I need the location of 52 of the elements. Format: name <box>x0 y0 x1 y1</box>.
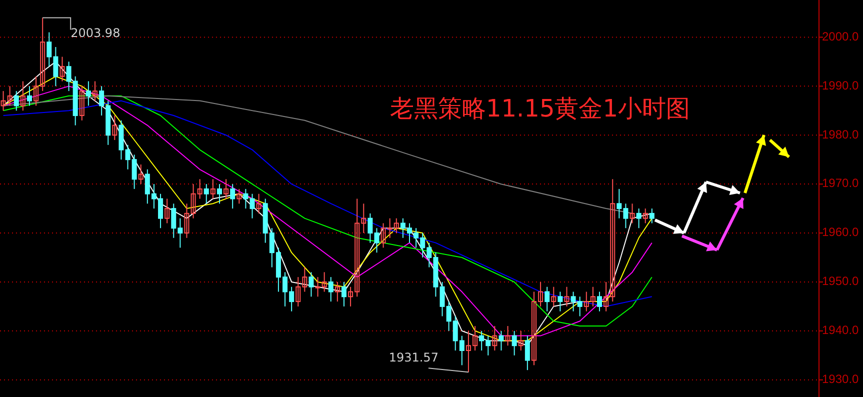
candlestick <box>204 184 209 204</box>
candlestick <box>649 208 654 224</box>
candlestick <box>505 326 510 346</box>
y-tick-label: 1930.0 <box>822 372 860 386</box>
candlestick <box>518 330 524 351</box>
candlestick <box>60 56 65 82</box>
y-tick-label: 1990.0 <box>822 78 860 92</box>
candlestick <box>164 198 170 224</box>
candlestick <box>243 188 248 210</box>
candlestick <box>558 291 563 312</box>
candlestick <box>636 208 642 229</box>
candlestick <box>92 80 98 102</box>
candlestick <box>630 203 635 224</box>
candlestick <box>14 90 19 112</box>
candlestick <box>256 193 262 214</box>
candlestick <box>79 86 84 121</box>
candlestick <box>492 326 498 351</box>
candlestick <box>250 193 255 219</box>
candlestick <box>184 203 190 238</box>
y-tick-label: 1940.0 <box>822 323 860 338</box>
y-tick-label: 1960.0 <box>822 225 860 240</box>
candlestick <box>524 335 530 371</box>
candlestick <box>210 178 216 200</box>
candlestick <box>341 281 346 307</box>
candlestick <box>551 286 556 307</box>
candlestick <box>224 178 229 200</box>
y-tick-label: 2000.0 <box>822 29 860 44</box>
candlestick <box>498 330 504 351</box>
candlestick <box>230 184 236 210</box>
candlestick <box>564 286 570 307</box>
candlestick <box>308 272 314 298</box>
y-tick-label: 1980.0 <box>822 127 860 142</box>
y-tick-label: 1950.0 <box>822 274 860 288</box>
candlestick <box>20 80 26 112</box>
candlestick <box>597 291 602 312</box>
candlestick <box>642 208 648 224</box>
candlestick <box>216 184 222 204</box>
candlestick <box>86 80 91 106</box>
candlestick <box>112 115 118 140</box>
y-tick-label: 1970.0 <box>822 176 860 190</box>
candlestick <box>236 188 242 204</box>
annotation: 2003.98 <box>42 17 120 40</box>
candlestick <box>138 164 144 185</box>
candlestick <box>544 286 550 312</box>
title: 老黑策略11.15黄金1小时图 <box>390 94 690 123</box>
candlestick <box>334 281 340 302</box>
annotation: 2003.98 <box>70 26 120 40</box>
candlestick <box>328 276 334 302</box>
candlestick <box>26 86 32 106</box>
annotation: 1931.57 <box>388 350 469 373</box>
candlestick <box>512 330 517 356</box>
annotation: 1931.57 <box>388 350 438 364</box>
